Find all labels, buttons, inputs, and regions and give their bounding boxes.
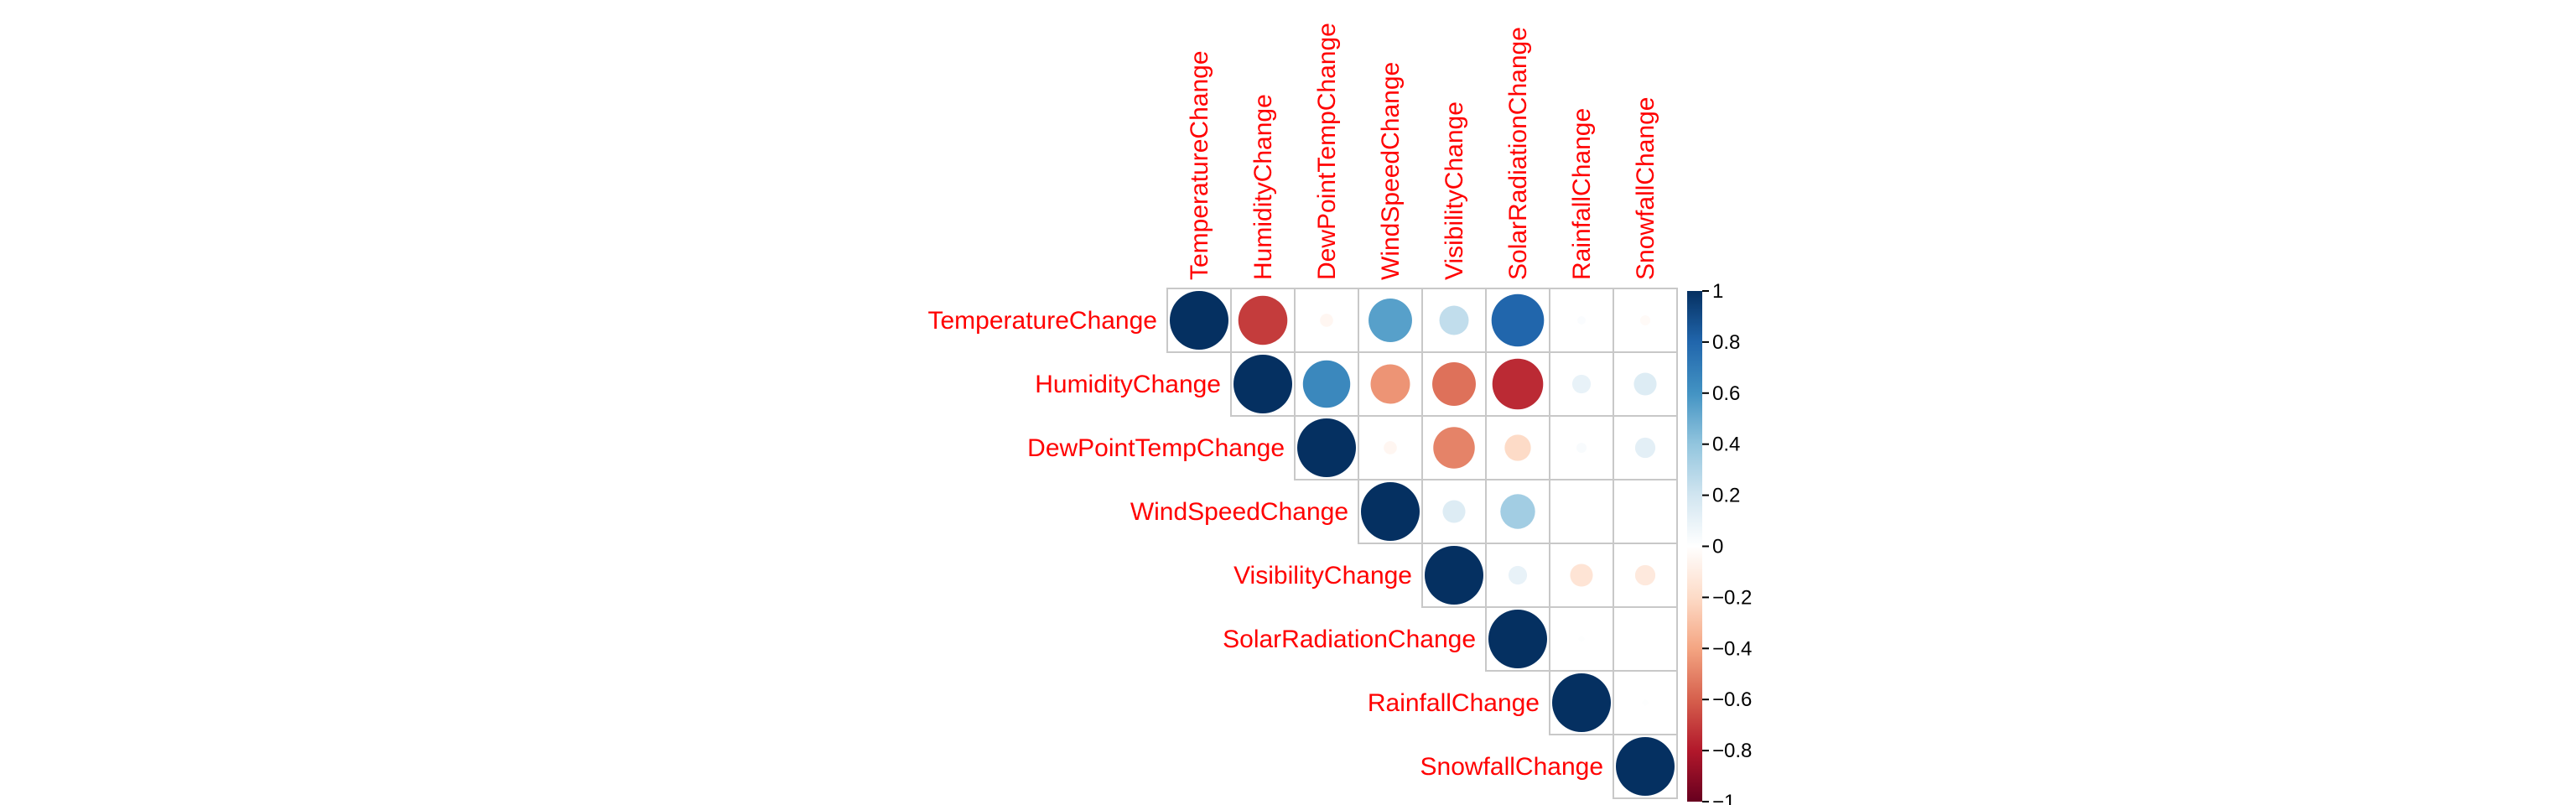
corr-circle-humidity-change-visibility-change xyxy=(1432,362,1476,406)
corr-circle-humidity-change-dew-point-temp-change xyxy=(1302,360,1351,408)
colorbar-tick-label: 0.2 xyxy=(1712,485,1740,507)
row-label-humidity-change: HumidityChange xyxy=(1035,371,1221,398)
corr-circle-temperature-change-wind-speed-change xyxy=(1368,299,1412,342)
row-label-solar-radiation-change: SolarRadiationChange xyxy=(1223,626,1476,653)
corr-circle-dew-point-temp-change-dew-point-temp-change xyxy=(1297,418,1356,477)
corr-circle-humidity-change-snowfall-change xyxy=(1633,372,1657,396)
colorbar: 1 0.8 0.6 0.4 0.2 0 −0.2 −0.4 −0.6 −0.8 −1 xyxy=(1687,280,1752,805)
row-label-temperature-change: TemperatureChange xyxy=(927,307,1157,335)
correlation-cells xyxy=(1166,288,1678,799)
colorbar-tick-label: −0.8 xyxy=(1712,740,1752,762)
col-label-dew-point-temp-change: DewPointTempChange xyxy=(1313,23,1341,280)
corr-circle-temperature-change-humidity-change xyxy=(1238,295,1288,345)
col-label-humidity-change: HumidityChange xyxy=(1249,94,1277,280)
colorbar-tick-label: 0.8 xyxy=(1712,331,1740,354)
corr-circle-visibility-change-snowfall-change xyxy=(1634,564,1656,586)
corr-circle-temperature-change-dew-point-temp-change xyxy=(1320,314,1333,327)
corr-circle-temperature-change-snowfall-change xyxy=(1639,314,1651,326)
corr-circle-solar-radiation-change-solar-radiation-change xyxy=(1488,610,1547,668)
colorbar-gradient xyxy=(1687,291,1702,802)
row-label-snowfall-change: SnowfallChange xyxy=(1420,753,1603,781)
corr-circle-visibility-change-rainfall-change xyxy=(1570,564,1593,587)
corr-circle-dew-point-temp-change-rainfall-change xyxy=(1576,442,1587,454)
row-label-visibility-change: VisibilityChange xyxy=(1233,562,1412,589)
col-label-wind-speed-change: WindSpeedChange xyxy=(1377,62,1405,280)
column-labels: TemperatureChange HumidityChange DewPointT… xyxy=(1186,23,1659,280)
colorbar-tick-label: −0.4 xyxy=(1712,637,1752,660)
corr-circle-temperature-change-temperature-change xyxy=(1170,291,1228,350)
corr-circle-temperature-change-visibility-change xyxy=(1439,305,1469,335)
corr-circle-solar-radiation-change-rainfall-change xyxy=(1578,636,1585,642)
corr-circle-visibility-change-visibility-change xyxy=(1425,546,1483,605)
row-label-rainfall-change: RainfallChange xyxy=(1368,689,1540,717)
corr-circle-wind-speed-change-solar-radiation-change xyxy=(1500,494,1535,529)
corr-circle-rainfall-change-snowfall-change xyxy=(1642,699,1649,706)
corr-circle-dew-point-temp-change-snowfall-change xyxy=(1634,437,1656,459)
col-label-temperature-change: TemperatureChange xyxy=(1186,50,1213,280)
corr-circle-humidity-change-humidity-change xyxy=(1233,355,1292,413)
colorbar-tick-label: −0.6 xyxy=(1712,688,1752,711)
corr-circle-wind-speed-change-visibility-change xyxy=(1442,500,1466,523)
colorbar-tick-label: −1 xyxy=(1712,791,1735,805)
corr-circle-humidity-change-wind-speed-change xyxy=(1370,364,1410,404)
row-label-dew-point-temp-change: DewPointTempChange xyxy=(1027,434,1285,462)
corr-circle-humidity-change-solar-radiation-change xyxy=(1492,358,1544,410)
col-label-snowfall-change: SnowfallChange xyxy=(1632,97,1659,280)
corr-circle-wind-speed-change-wind-speed-change xyxy=(1361,482,1420,541)
corr-circle-humidity-change-rainfall-change xyxy=(1571,374,1592,394)
colorbar-tick-label: 0 xyxy=(1712,536,1723,558)
col-label-solar-radiation-change: SolarRadiationChange xyxy=(1504,27,1532,280)
corr-circle-rainfall-change-rainfall-change xyxy=(1552,673,1611,732)
colorbar-tick-label: 1 xyxy=(1712,280,1723,303)
cell-snowfall-change-snowfall-change xyxy=(1613,734,1678,799)
corr-circle-solar-radiation-change-snowfall-change xyxy=(1644,638,1646,640)
corr-circle-temperature-change-solar-radiation-change xyxy=(1491,293,1545,347)
corr-circle-dew-point-temp-change-solar-radiation-change xyxy=(1504,434,1531,461)
colorbar-tick-label: 0.6 xyxy=(1712,382,1740,405)
corr-circle-visibility-change-solar-radiation-change xyxy=(1508,565,1528,585)
corr-circle-snowfall-change-snowfall-change xyxy=(1616,737,1675,796)
col-label-visibility-change: VisibilityChange xyxy=(1441,101,1468,280)
corr-circle-temperature-change-rainfall-change xyxy=(1577,316,1586,325)
colorbar-tick-label: 0.4 xyxy=(1712,434,1740,456)
row-labels: TemperatureChange HumidityChange DewPointT… xyxy=(927,307,1603,781)
corr-circle-dew-point-temp-change-wind-speed-change xyxy=(1384,441,1397,454)
corr-circle-dew-point-temp-change-visibility-change xyxy=(1433,427,1475,469)
row-label-wind-speed-change: WindSpeedChange xyxy=(1130,498,1348,526)
col-label-rainfall-change: RainfallChange xyxy=(1568,108,1596,280)
colorbar-tick-label: −0.2 xyxy=(1712,586,1752,609)
